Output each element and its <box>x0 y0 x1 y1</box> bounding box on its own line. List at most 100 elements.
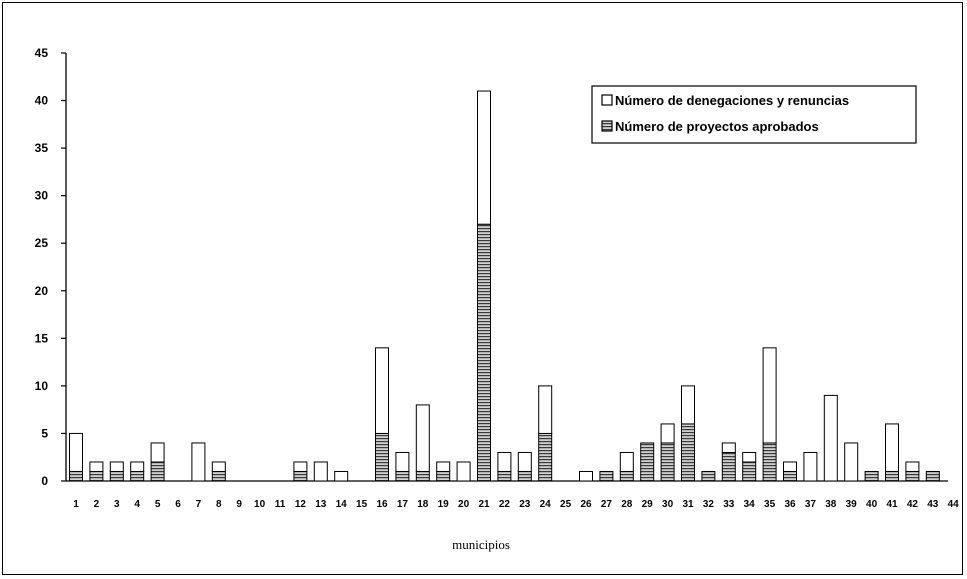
bar-aprobados <box>89 470 104 482</box>
x-tick-label: 14 <box>336 499 348 510</box>
bar-aprobados <box>681 423 695 482</box>
bar-aprobados <box>211 470 226 482</box>
x-tick-label: 41 <box>886 499 898 510</box>
y-tick-label: 25 <box>35 236 49 250</box>
x-tick-label: 30 <box>662 499 674 510</box>
x-tick-label: 22 <box>499 499 511 510</box>
bar-denegaciones <box>579 470 593 482</box>
bar-denegaciones <box>823 394 838 482</box>
x-tick-label: 29 <box>642 499 654 510</box>
x-tick-label: 31 <box>682 499 694 510</box>
x-tick-label: 6 <box>175 499 181 510</box>
bar-aprobados <box>905 470 920 482</box>
legend-swatch-aprobados <box>601 120 613 132</box>
x-tick-label: 38 <box>825 499 837 510</box>
bar-denegaciones <box>89 461 104 472</box>
x-tick-label: 8 <box>216 499 222 510</box>
bar-denegaciones <box>762 347 777 444</box>
y-tick-label: 0 <box>41 474 48 488</box>
x-tick-label: 26 <box>580 499 592 510</box>
x-tick-label: 16 <box>376 499 388 510</box>
bar-denegaciones <box>844 442 859 482</box>
x-tick-label: 42 <box>907 499 919 510</box>
x-tick-label: 17 <box>397 499 409 510</box>
x-tick-label: 36 <box>784 499 796 510</box>
bar-aprobados <box>885 470 899 482</box>
chart-bars <box>69 90 940 482</box>
bar-aprobados <box>477 223 491 482</box>
bar-denegaciones <box>191 442 206 482</box>
bar-denegaciones <box>619 451 634 472</box>
bar-denegaciones <box>905 461 920 472</box>
x-tick-label: 12 <box>295 499 307 510</box>
bar-aprobados <box>436 470 451 482</box>
x-tick-label: 4 <box>134 499 140 510</box>
y-tick-label: 35 <box>35 141 49 155</box>
y-tick-label: 30 <box>35 189 49 203</box>
bar-aprobados <box>375 432 389 482</box>
bar-aprobados <box>660 442 675 482</box>
x-tick-label: 35 <box>764 499 776 510</box>
x-tick-label: 33 <box>723 499 735 510</box>
bar-denegaciones <box>477 90 491 225</box>
bar-denegaciones <box>313 461 328 482</box>
bar-denegaciones <box>150 442 165 463</box>
bar-denegaciones <box>293 461 308 472</box>
x-tick-label: 40 <box>866 499 878 510</box>
x-tick-label: 39 <box>846 499 858 510</box>
bar-aprobados <box>864 470 879 482</box>
x-tick-label: 5 <box>155 499 161 510</box>
x-tick-label: 32 <box>703 499 715 510</box>
bar-denegaciones <box>885 423 899 472</box>
bar-aprobados <box>701 470 716 482</box>
x-tick-label: 34 <box>744 499 756 510</box>
x-tick-label: 7 <box>196 499 202 510</box>
bar-aprobados <box>762 442 777 482</box>
bar-denegaciones <box>395 451 410 472</box>
x-tick-label: 9 <box>236 499 242 510</box>
y-tick-label: 40 <box>35 94 49 108</box>
bar-aprobados <box>640 442 655 482</box>
x-tick-label: 44 <box>948 499 960 510</box>
bar-denegaciones <box>130 461 145 472</box>
bar-denegaciones <box>211 461 226 472</box>
x-tick-label: 37 <box>805 499 817 510</box>
bar-aprobados <box>395 470 410 482</box>
legend-label-aprobados: Número de proyectos aprobados <box>615 119 819 134</box>
x-tick-label: 23 <box>519 499 531 510</box>
bar-denegaciones <box>660 423 675 444</box>
bar-aprobados <box>293 470 308 482</box>
bar-denegaciones <box>415 404 430 472</box>
legend-swatch-denegaciones <box>601 94 613 106</box>
x-tick-label: 20 <box>458 499 470 510</box>
x-tick-label: 15 <box>356 499 368 510</box>
bar-denegaciones <box>742 451 757 463</box>
bar-denegaciones <box>681 385 695 425</box>
x-tick-label: 3 <box>114 499 120 510</box>
bar-aprobados <box>742 461 757 482</box>
bar-aprobados <box>130 470 145 482</box>
x-tick-label: 21 <box>478 499 490 510</box>
y-tick-label: 45 <box>35 46 49 60</box>
bar-aprobados <box>150 461 165 482</box>
x-tick-label: 25 <box>560 499 572 510</box>
x-tick-label: 11 <box>275 499 286 510</box>
bar-aprobados <box>925 470 940 482</box>
x-tick-label: 19 <box>438 499 450 510</box>
legend-box <box>591 85 917 144</box>
bar-denegaciones <box>109 461 124 472</box>
y-tick-label: 10 <box>35 379 49 393</box>
bar-aprobados <box>109 470 124 482</box>
bar-aprobados <box>619 470 634 482</box>
x-tick-label: 1 <box>73 499 79 510</box>
y-tick-label: 5 <box>41 426 48 440</box>
y-tick-label: 20 <box>35 284 49 298</box>
bar-denegaciones <box>803 451 818 482</box>
bar-aprobados <box>497 470 512 482</box>
y-tick-label: 15 <box>35 331 49 345</box>
legend: Número de denegaciones y renuncias Númer… <box>591 85 917 144</box>
bar-denegaciones <box>334 470 349 482</box>
bar-denegaciones <box>69 432 83 472</box>
bar-aprobados <box>415 470 430 482</box>
bar-denegaciones <box>456 461 471 482</box>
